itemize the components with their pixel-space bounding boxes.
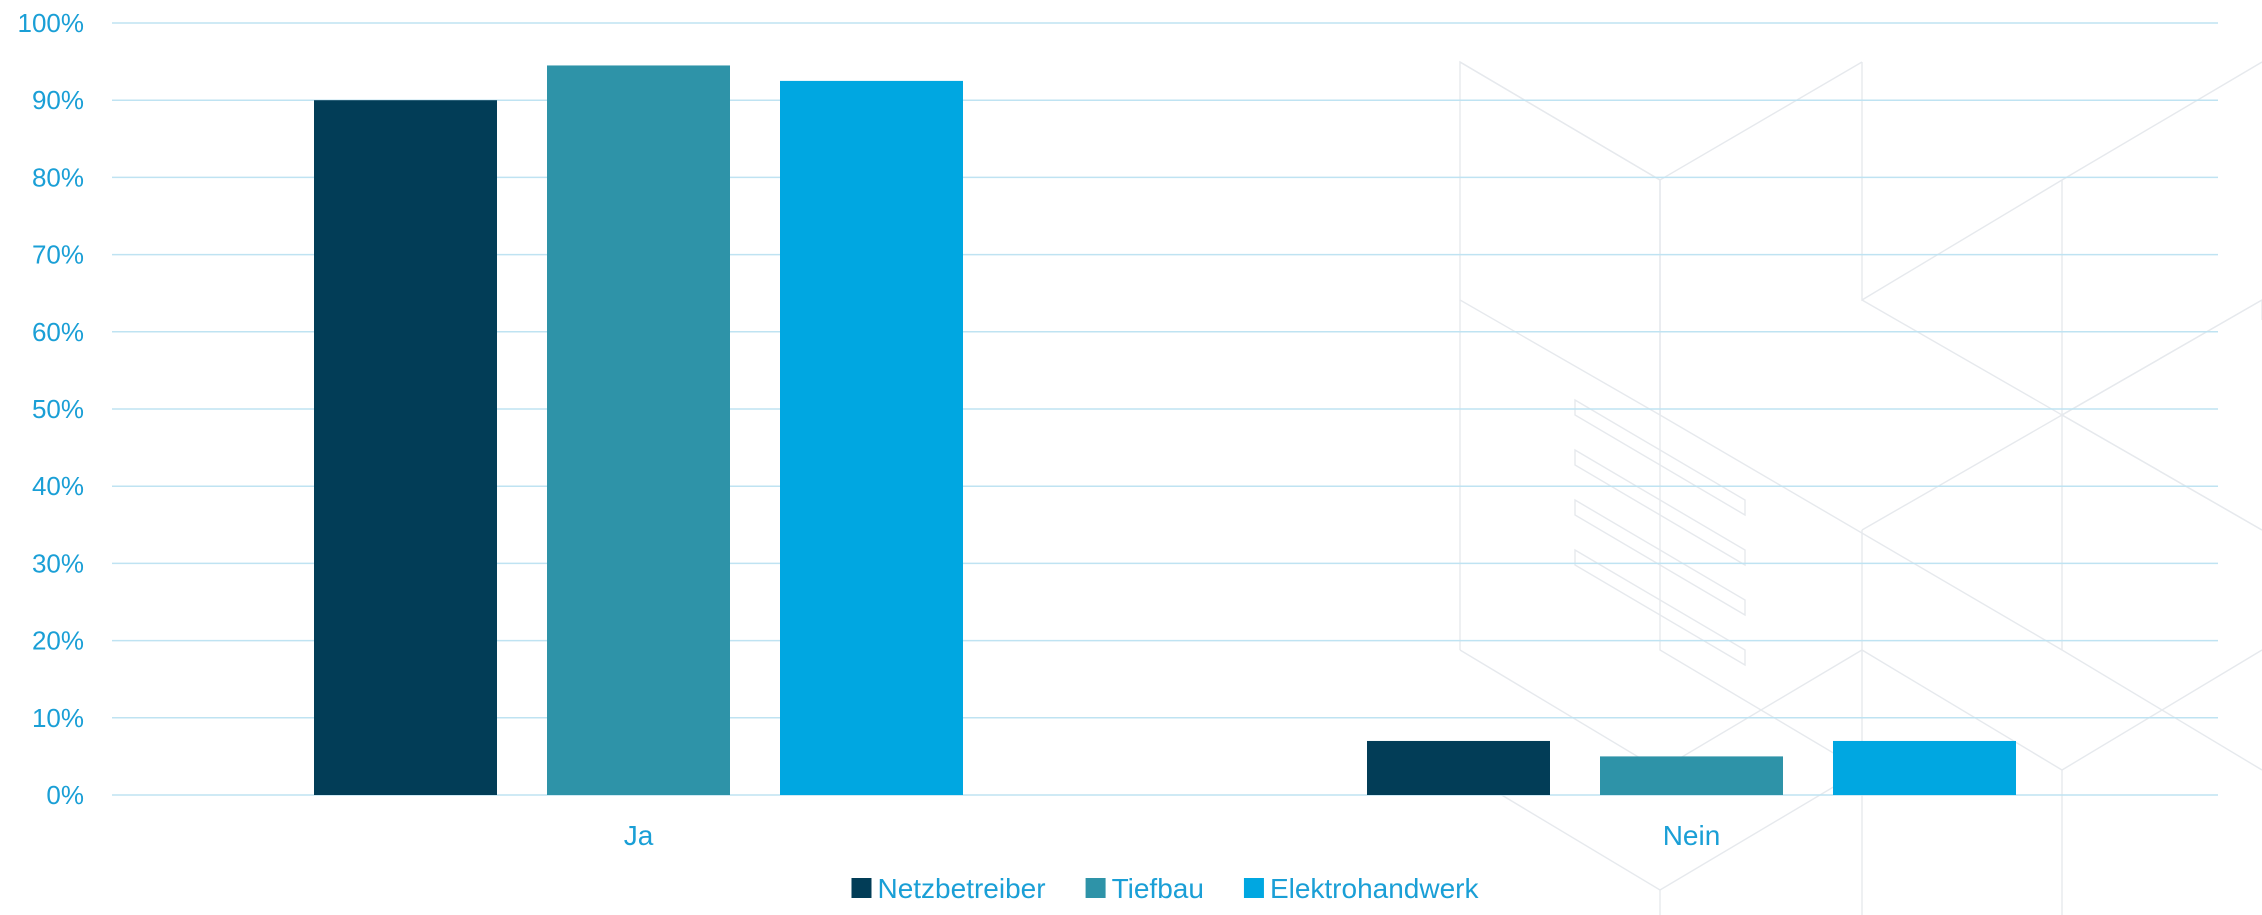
bar-netzbetreiber-ja <box>314 100 497 795</box>
legend-swatch-tiefbau <box>1085 878 1106 898</box>
legend-label: Elektrohandwerk <box>1270 873 1480 904</box>
y-tick-label: 40% <box>32 471 84 501</box>
bar-elektrohandwerk-nein <box>1833 740 2016 795</box>
y-tick-label: 100% <box>18 8 85 38</box>
y-tick-label: 30% <box>32 548 84 578</box>
x-category-label: Ja <box>624 820 654 851</box>
bar-tiefbau-ja <box>547 65 730 795</box>
legend-swatch-netzbetreiber <box>851 878 872 898</box>
legend-label: Netzbetreiber <box>877 873 1045 904</box>
y-tick-label: 70% <box>32 240 84 270</box>
y-tick-label: 90% <box>32 85 84 115</box>
y-tick-label: 0% <box>46 780 84 810</box>
x-category-label: Nein <box>1663 820 1721 851</box>
bar-tiefbau-nein <box>1600 756 1783 795</box>
bar-netzbetreiber-nein <box>1367 740 1550 795</box>
legend: Netzbetreiber Tiefbau Elektrohandwerk <box>851 873 1479 904</box>
legend-label: Tiefbau <box>1112 873 1204 904</box>
y-tick-label: 80% <box>32 162 84 192</box>
legend-swatch-elektrohandwerk <box>1243 878 1264 898</box>
background-line-pattern <box>1459 60 2262 915</box>
y-tick-label: 20% <box>32 626 84 656</box>
y-tick-label: 60% <box>32 317 84 347</box>
bar-elektrohandwerk-ja <box>780 80 963 795</box>
y-tick-label: 10% <box>32 703 84 733</box>
y-tick-label: 50% <box>32 394 84 424</box>
